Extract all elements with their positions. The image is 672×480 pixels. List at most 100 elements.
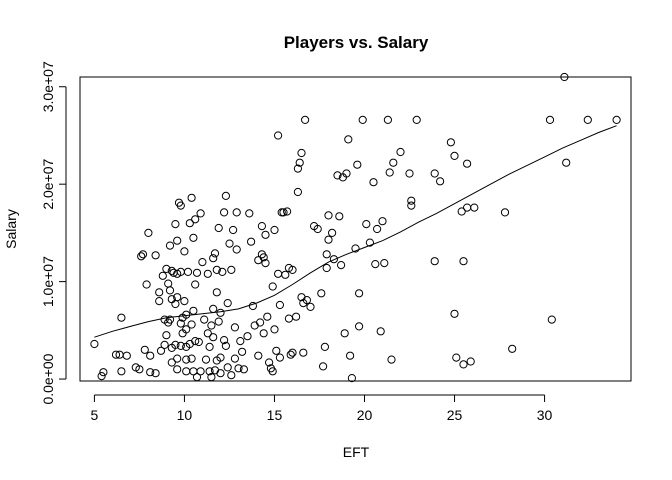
- data-point: [261, 259, 270, 268]
- data-point: [155, 297, 164, 306]
- data-point: [387, 355, 396, 364]
- data-point: [144, 228, 153, 237]
- data-point: [284, 314, 293, 323]
- data-point: [362, 220, 371, 229]
- chart-title: Players vs. Salary: [284, 33, 429, 52]
- data-point: [214, 317, 223, 326]
- data-point: [138, 250, 148, 259]
- data-point: [412, 115, 421, 125]
- data-point: [191, 280, 200, 289]
- data-point: [257, 222, 266, 231]
- data-point: [173, 293, 182, 302]
- data-point: [430, 257, 439, 266]
- data-point: [209, 304, 218, 313]
- data-point: [322, 263, 331, 273]
- data-point: [205, 367, 214, 376]
- data-point: [283, 207, 292, 216]
- data-point: [299, 348, 308, 357]
- smooth-trend-line: [94, 125, 617, 338]
- data-point: [223, 299, 232, 308]
- data-point: [583, 115, 592, 125]
- data-point: [376, 327, 385, 336]
- data-point: [295, 158, 304, 167]
- data-point: [450, 151, 459, 160]
- data-point: [196, 209, 205, 218]
- data-point: [135, 365, 144, 374]
- data-point: [210, 249, 220, 258]
- x-tick-label: 5: [91, 407, 99, 423]
- data-point: [171, 340, 180, 349]
- data-point: [187, 320, 196, 329]
- data-point: [212, 265, 221, 274]
- x-tick-label: 30: [537, 407, 553, 423]
- data-point: [329, 255, 338, 264]
- data-point: [463, 203, 472, 212]
- data-point: [194, 337, 203, 347]
- data-point: [90, 339, 99, 349]
- data-point: [191, 215, 200, 224]
- data-point: [301, 115, 310, 125]
- data-point: [322, 250, 331, 259]
- data-point: [187, 354, 196, 363]
- y-tick-label: 3.0e+07: [40, 61, 56, 112]
- data-point: [209, 333, 218, 342]
- data-point: [207, 373, 216, 382]
- data-point: [227, 265, 236, 274]
- data-point: [201, 355, 211, 364]
- data-point: [288, 348, 297, 357]
- data-point: [337, 261, 346, 270]
- data-point: [162, 264, 171, 273]
- data-point: [342, 169, 351, 178]
- data-point: [250, 321, 259, 330]
- data-point: [209, 254, 218, 263]
- data-point: [470, 203, 479, 212]
- data-point: [214, 223, 223, 233]
- data-point: [171, 299, 180, 309]
- data-point: [274, 269, 283, 278]
- data-point: [333, 171, 342, 180]
- data-point: [220, 208, 229, 217]
- data-point: [256, 318, 265, 327]
- data-point: [263, 312, 272, 321]
- data-point: [358, 115, 367, 125]
- data-point: [189, 233, 198, 242]
- x-axis-label: EFT: [343, 444, 370, 460]
- data-point: [254, 351, 263, 360]
- data-point: [192, 268, 202, 277]
- data-point: [196, 367, 205, 376]
- data-point: [612, 115, 621, 125]
- data-point: [293, 187, 302, 197]
- data-point: [547, 315, 556, 324]
- data-point: [111, 350, 121, 359]
- data-point: [355, 322, 364, 331]
- data-point: [155, 288, 164, 297]
- data-point: [259, 329, 268, 338]
- data-point: [216, 369, 225, 378]
- data-point: [165, 286, 175, 295]
- data-points: [90, 72, 621, 383]
- data-point: [274, 131, 283, 140]
- data-point: [176, 319, 185, 328]
- data-point: [430, 169, 439, 178]
- data-point: [117, 367, 126, 376]
- data-point: [216, 353, 225, 362]
- data-point: [239, 365, 248, 374]
- data-point: [452, 353, 461, 362]
- data-point: [436, 177, 445, 186]
- data-point: [373, 224, 382, 234]
- data-point: [173, 354, 182, 363]
- data-point: [189, 306, 198, 315]
- data-point: [176, 201, 185, 210]
- data-point: [297, 148, 306, 158]
- data-point: [268, 367, 277, 376]
- data-point: [232, 208, 241, 217]
- data-point: [463, 159, 472, 168]
- y-tick-label: 2.0e+07: [40, 158, 56, 209]
- data-point: [466, 357, 475, 366]
- data-point: [365, 238, 374, 247]
- data-point: [182, 325, 191, 334]
- data-point: [265, 358, 274, 367]
- data-point: [205, 342, 214, 351]
- data-point: [247, 237, 256, 246]
- data-point: [151, 369, 160, 378]
